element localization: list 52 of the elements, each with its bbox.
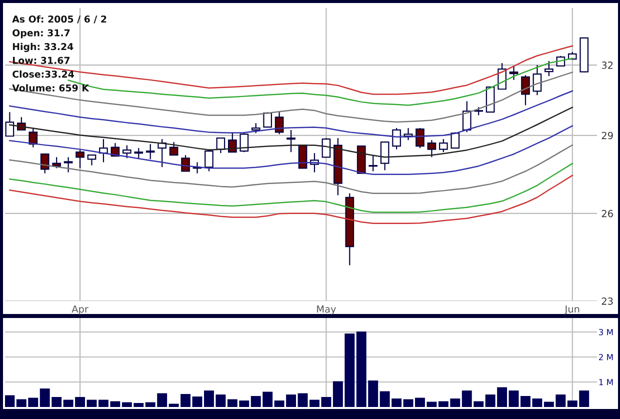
- bar: [192, 396, 202, 407]
- candlestick: [427, 140, 436, 158]
- annotation: As Of: 2005 / 6 / 2: [12, 15, 106, 24]
- y-tick-label: 26: [602, 210, 613, 218]
- x-tick-label: Apr: [72, 305, 88, 315]
- candlestick: [251, 122, 260, 134]
- candlestick: [416, 127, 424, 149]
- candlestick: [134, 148, 144, 159]
- candlestick: [28, 127, 38, 148]
- candlestick: [87, 154, 96, 166]
- candlestick: [532, 64, 542, 96]
- candlestick: [146, 144, 155, 160]
- candlestick: [509, 65, 518, 80]
- bar: [403, 399, 414, 407]
- y-tick-label: 1 M: [599, 379, 613, 386]
- candlestick: [181, 154, 190, 172]
- bar: [5, 395, 15, 407]
- candlestick: [450, 132, 460, 149]
- candlestick: [169, 142, 178, 156]
- line-series: [9, 144, 574, 194]
- candlestick: [380, 142, 390, 171]
- annotation: Close:33.24: [12, 70, 74, 78]
- annotation: Low: 31.67: [12, 56, 70, 64]
- candlestick: [263, 112, 272, 128]
- y-tick-label: 29: [602, 132, 613, 140]
- annotation: High: 33.24: [12, 42, 74, 52]
- candlestick: [439, 138, 448, 153]
- bar: [86, 400, 97, 407]
- candlestick: [52, 156, 62, 169]
- candlestick: [368, 154, 378, 172]
- line-series: [9, 174, 574, 224]
- bar: [298, 393, 308, 407]
- candlestick: [64, 156, 73, 173]
- candlestick: [286, 129, 296, 153]
- x-tick-label: May: [317, 305, 336, 315]
- annotation: Open: 31.7: [12, 29, 70, 38]
- candlestick: [462, 100, 472, 133]
- candlestick: [76, 150, 84, 169]
- y-tick-label: 3 M: [599, 328, 613, 336]
- line-series: [9, 125, 574, 175]
- candlestick: [544, 60, 554, 77]
- y-tick-label: 23: [602, 297, 613, 305]
- candlestick: [204, 148, 214, 172]
- candlestick: [122, 144, 132, 159]
- y-tick-label: 2 M: [599, 354, 613, 360]
- line-series: [9, 162, 574, 213]
- candlestick: [40, 154, 50, 174]
- candlestick: [392, 127, 401, 150]
- y-tick-label: 32: [602, 62, 613, 69]
- x-tick-label: Jun: [564, 305, 580, 314]
- candlestick: [521, 74, 530, 106]
- annotation: Volume: 659 K: [12, 84, 90, 92]
